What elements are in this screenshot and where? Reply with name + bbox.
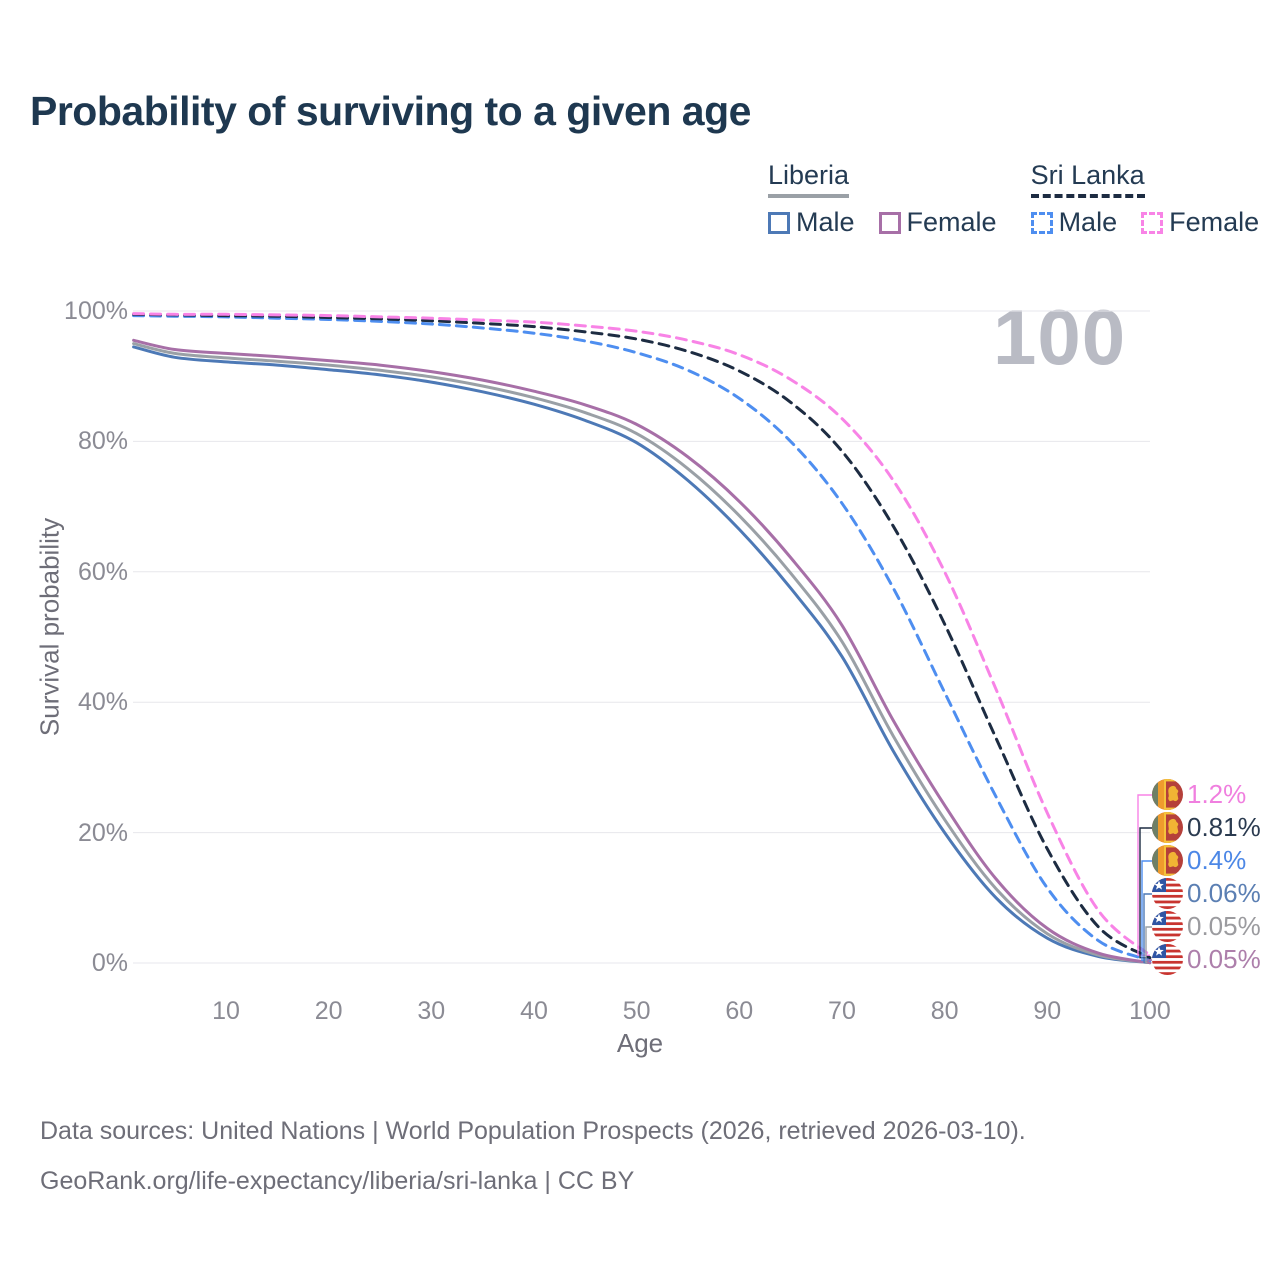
legend-item-liberia-male[interactable]: Male [768, 207, 855, 238]
series-line-liberia-female[interactable] [132, 338, 1152, 965]
series-line-sri-lanka-male[interactable] [132, 314, 1152, 962]
x-tick-label: 10 [212, 997, 240, 1025]
x-tick-label: 90 [1033, 997, 1062, 1025]
liberia-female-swatch-icon [878, 211, 901, 234]
chart-footer: Data sources: United Nations | World Pop… [40, 1106, 1026, 1206]
y-tick-label: 60% [77, 557, 128, 586]
sri-lanka-flag-icon [1152, 812, 1183, 843]
footer-citation[interactable]: GeoRank.org/life-expectancy/liberia/sri-… [40, 1167, 635, 1195]
legend-label: Female [1169, 207, 1260, 237]
x-tick-label: 30 [417, 997, 446, 1025]
sri-lanka-flag-icon [1152, 845, 1183, 876]
legend-group-sri-lanka: Sri Lanka Male Female [1030, 160, 1259, 238]
chart-legend: Liberia Male Female Sri Lanka Male [768, 160, 1259, 238]
legend-item-sri-lanka-male[interactable]: Male [1030, 207, 1118, 238]
series-line-liberia-both-sexes[interactable] [132, 342, 1152, 965]
end-label-value: 0.06% [1187, 878, 1261, 908]
page-title: Probability of surviving to a given age [30, 88, 751, 134]
legend-group-liberia: Liberia Male Female [768, 160, 997, 238]
legend-label: Female [906, 207, 997, 237]
footer-data-sources: Data sources: United Nations | World Pop… [40, 1117, 1026, 1145]
end-label-value: 1.2% [1187, 779, 1247, 809]
end-label-sri-lanka-male[interactable]: 0.4% [1152, 845, 1246, 876]
x-axis-label: Age [616, 1028, 664, 1058]
y-tick-label: 0% [91, 949, 128, 977]
end-label-sri-lanka-female[interactable]: 1.2% [1152, 779, 1246, 810]
liberia-flag-icon [1152, 878, 1183, 909]
x-tick-label: 40 [520, 997, 548, 1025]
end-label-connector [1139, 827, 1152, 959]
end-label-liberia-both-sexes[interactable]: 0.05% [1152, 911, 1261, 942]
sri-lanka-flag-icon [1152, 779, 1183, 810]
x-tick-label: 50 [622, 997, 651, 1025]
age-watermark: 100 [993, 293, 1127, 381]
liberia-flag-icon [1152, 911, 1183, 942]
end-label-sri-lanka-both-sexes[interactable]: 0.81% [1152, 812, 1261, 843]
end-label-connector [1147, 959, 1152, 964]
end-label-liberia-male[interactable]: 0.06% [1152, 878, 1261, 909]
x-tick-label: 20 [314, 997, 343, 1025]
x-tick-label: 100 [1129, 997, 1171, 1025]
y-tick-label: 20% [77, 818, 128, 847]
legend-label: Male [1058, 207, 1118, 237]
y-tick-label: 40% [77, 688, 128, 717]
legend-item-sri-lanka-female[interactable]: Female [1141, 207, 1259, 238]
end-label-value: 0.4% [1187, 845, 1247, 875]
end-label-value: 0.81% [1187, 812, 1261, 842]
legend-label: Male [796, 207, 855, 237]
x-tick-label: 60 [725, 997, 754, 1025]
series-line-sri-lanka-female[interactable] [132, 312, 1152, 957]
legend-country-sri-lanka[interactable]: Sri Lanka [1030, 160, 1145, 198]
liberia-male-swatch-icon [768, 211, 790, 234]
legend-country-liberia[interactable]: Liberia [768, 160, 850, 198]
sri-lanka-female-swatch-icon [1141, 211, 1164, 234]
series-line-liberia-male[interactable] [132, 345, 1152, 965]
liberia-flag-icon [1152, 944, 1183, 975]
sri-lanka-male-swatch-icon [1030, 211, 1053, 234]
x-tick-label: 70 [828, 997, 856, 1025]
end-label-value: 0.05% [1187, 944, 1261, 974]
y-tick-label: 100% [64, 297, 128, 325]
series-line-sri-lanka-both-sexes[interactable] [132, 312, 1152, 960]
y-tick-label: 80% [77, 427, 128, 456]
end-label-liberia-female[interactable]: 0.05% [1152, 944, 1261, 975]
x-tick-label: 80 [930, 997, 959, 1025]
legend-item-liberia-female[interactable]: Female [878, 207, 997, 238]
end-label-value: 0.05% [1187, 911, 1261, 941]
